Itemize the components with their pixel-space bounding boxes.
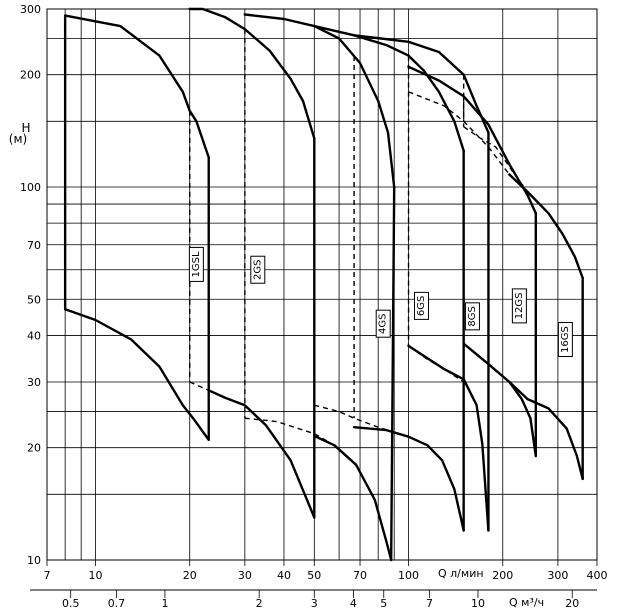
series-label-box <box>557 322 573 358</box>
series-label-box <box>188 246 204 282</box>
y-tick-label: 70 <box>27 239 41 252</box>
x-tick-label: 40 <box>277 569 291 582</box>
series-bottom-curve <box>462 342 537 458</box>
series-bottom-curve <box>313 434 393 562</box>
grid <box>46 8 598 561</box>
series-label-box <box>250 255 266 284</box>
series-label: 8GS <box>467 306 478 326</box>
series-bottom-curve <box>508 380 584 481</box>
y-tick-label: 40 <box>27 329 41 342</box>
x-tick-label: 50 <box>307 569 321 582</box>
x-tick-label: 300 <box>547 569 568 582</box>
series-label: 16GS <box>560 326 571 353</box>
series-top-curve <box>508 173 584 280</box>
series-8GS <box>352 34 510 532</box>
series-label-box <box>464 302 480 331</box>
x-tick-label: 400 <box>587 569 608 582</box>
series-bottom-curve <box>352 426 465 532</box>
x2-tick-label: 2 <box>256 597 263 610</box>
series-1GSL <box>63 14 246 442</box>
y-tick-label: 10 <box>27 554 41 567</box>
series-dashed-curve <box>408 91 510 175</box>
x2-tick-label: 5 <box>380 597 387 610</box>
series-top-curve <box>188 7 316 140</box>
series-bottom-curve <box>407 344 490 532</box>
x2-tick-label: 1 <box>161 597 168 610</box>
pump-curves <box>63 7 584 562</box>
x-axis-label: Q л/мин <box>438 567 484 580</box>
series-top-curve <box>64 14 210 159</box>
series-label: 1GSL <box>191 251 202 277</box>
x2-tick-label: 10 <box>471 597 485 610</box>
x-tick-label: 100 <box>398 569 419 582</box>
x-tick-label: 7 <box>44 569 51 582</box>
series-labels: 1GSL 2GS 4GS 6GS 8GS 12GS 16GS <box>188 246 573 358</box>
series-16GS <box>508 173 584 481</box>
series-max-flow-line <box>389 185 396 562</box>
series-label-box <box>375 309 391 338</box>
y-axis-label: H <box>21 121 30 135</box>
series-6GS <box>313 24 465 532</box>
x2-tick-label: 0.7 <box>108 597 126 610</box>
series-dashed-curve <box>244 417 335 446</box>
series-label-box <box>511 288 527 324</box>
y-tick-label: 300 <box>20 3 41 16</box>
plot-frame <box>46 8 598 561</box>
x-tick-label: 20 <box>183 569 197 582</box>
series-bottom-curve <box>207 389 316 519</box>
x-tick-label: 30 <box>238 569 252 582</box>
x-tick-label: 200 <box>492 569 513 582</box>
x2-tick-label: 4 <box>350 597 357 610</box>
x2-tick-label: 3 <box>311 597 318 610</box>
y-tick-label: 20 <box>27 442 41 455</box>
series-label: 6GS <box>416 296 427 316</box>
series-label-box <box>413 291 429 320</box>
x-tick-label: 70 <box>353 569 367 582</box>
series-top-curve <box>243 13 396 189</box>
series-top-curve <box>407 65 537 215</box>
series-label: 2GS <box>252 259 263 279</box>
x2-axis-label: Q м³/ч <box>509 596 544 609</box>
x2-tick-label: 20 <box>565 597 579 610</box>
x-tick-label: 10 <box>88 569 102 582</box>
y-tick-label: 100 <box>20 181 41 194</box>
y-tick-label: 200 <box>20 69 41 82</box>
series-bottom-curve <box>64 308 210 441</box>
y-axis-unit: (м) <box>9 132 27 146</box>
series-label: 12GS <box>514 292 525 319</box>
y-tick-label: 30 <box>27 376 41 389</box>
x2-tick-label: 0.5 <box>62 597 80 610</box>
series-top-curve <box>352 34 490 134</box>
series-4GS <box>243 13 428 562</box>
x2-tick-label: 7 <box>426 597 433 610</box>
y-tick-label: 50 <box>27 293 41 306</box>
series-12GS <box>407 65 537 458</box>
series-label: 4GS <box>378 313 389 333</box>
series-dashed-curve <box>463 126 529 193</box>
